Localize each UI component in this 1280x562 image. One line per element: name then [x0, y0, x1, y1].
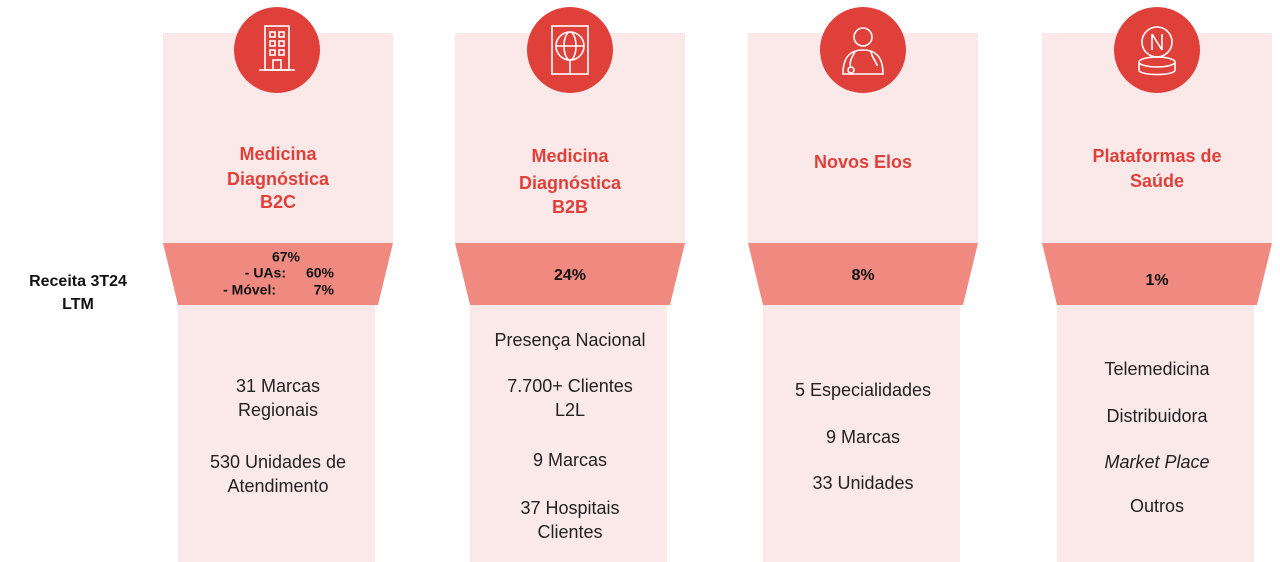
column-title: Diagnóstica — [227, 169, 330, 189]
item-text: 530 Unidades de — [210, 452, 346, 472]
item-text: 5 Especialidades — [795, 380, 931, 400]
bottom-panel — [470, 305, 667, 562]
item-text: 9 Marcas — [826, 427, 900, 447]
revenue-band — [748, 243, 978, 305]
revenue-total: 8% — [851, 267, 874, 284]
row-label: Receita 3T24 — [29, 273, 127, 290]
revenue-band — [163, 243, 393, 305]
column-title: B2C — [260, 192, 296, 212]
icon-coins — [1114, 7, 1200, 93]
item-text: Telemedicina — [1104, 359, 1210, 379]
revenue-label: - UAs: — [245, 265, 286, 281]
item-text: 37 Hospitais — [520, 498, 619, 518]
column-title: Saúde — [1130, 171, 1184, 191]
icon-globe — [527, 7, 613, 93]
column-title: Diagnóstica — [519, 173, 622, 193]
revenue-value: 60% — [306, 265, 335, 281]
item-text: 9 Marcas — [533, 450, 607, 470]
item-text: Regionais — [238, 400, 318, 420]
revenue-band — [455, 243, 685, 305]
column-title: Medicina — [239, 144, 317, 164]
item-text: L2L — [555, 400, 585, 420]
column-title: Plataformas de — [1092, 146, 1221, 166]
item-text: 33 Unidades — [812, 473, 913, 493]
item-text: Market Place — [1104, 452, 1209, 472]
bottom-panel — [763, 305, 960, 562]
revenue-total: 1% — [1145, 272, 1168, 289]
item-text: Atendimento — [227, 476, 328, 496]
item-text: Clientes — [537, 522, 602, 542]
item-text: Outros — [1130, 496, 1184, 516]
bottom-panel — [1057, 305, 1254, 562]
revenue-total: 24% — [554, 267, 586, 284]
icon-building — [234, 7, 320, 93]
revenue-value: 7% — [314, 282, 335, 298]
bottom-panel — [178, 305, 375, 562]
revenue-band — [1042, 243, 1272, 305]
column-title: Novos Elos — [814, 152, 912, 172]
revenue-label: - Móvel: — [223, 282, 276, 298]
icon-doctor — [820, 7, 906, 93]
column-title: B2B — [552, 197, 588, 217]
column-title: Medicina — [531, 146, 609, 166]
item-text: 31 Marcas — [236, 376, 320, 396]
item-text: 7.700+ Clientes — [507, 376, 633, 396]
item-text: Distribuidora — [1106, 406, 1208, 426]
item-text: Presença Nacional — [494, 330, 645, 350]
row-label: LTM — [62, 296, 94, 313]
revenue-total: 67% — [272, 249, 301, 265]
